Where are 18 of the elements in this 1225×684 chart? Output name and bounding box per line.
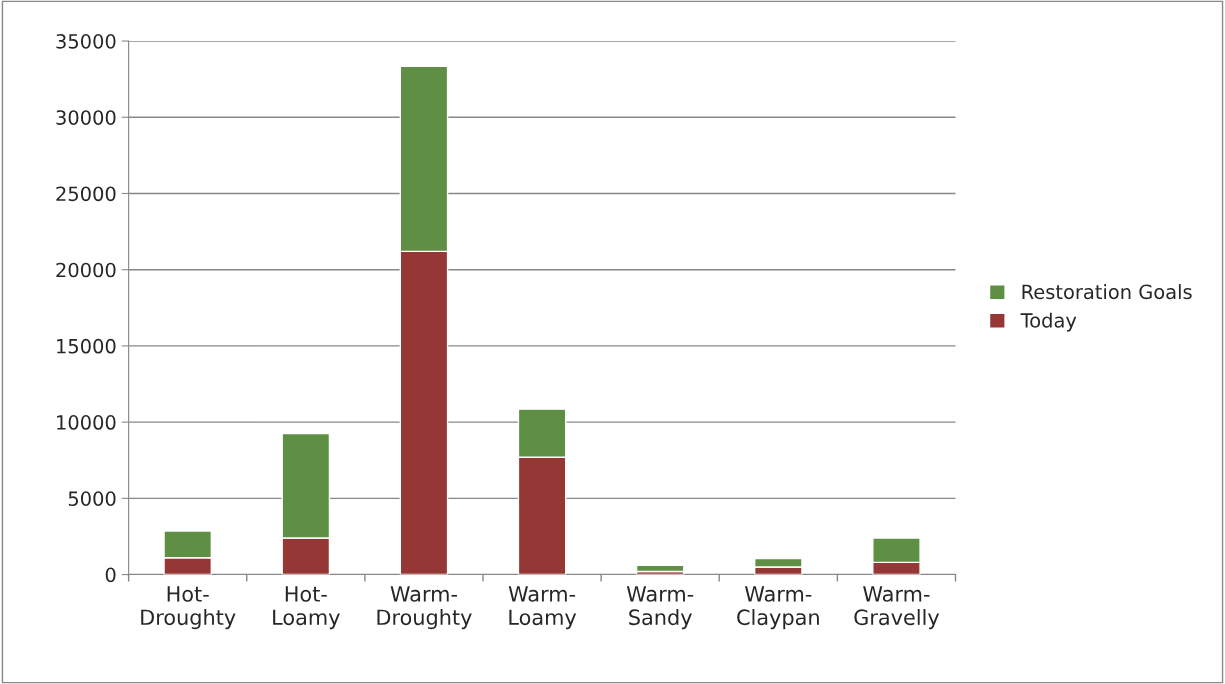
y-tick-label: 10000 — [57, 415, 116, 430]
x-tick-label: Hot- Droughty — [141, 586, 236, 630]
y-tick-label: 30000 — [56, 110, 116, 125]
bar — [635, 564, 685, 573]
x-tick-label: Warm- Gravelly — [854, 586, 940, 630]
y-tick-label: 20000 — [56, 262, 116, 278]
legend-label: Restoration Goals — [1022, 284, 1192, 300]
x-tick-label: Hot- Loamy — [273, 586, 340, 630]
legend-label: Today — [1020, 312, 1077, 332]
y-tick-label: 5000 — [68, 491, 116, 507]
y-tick-label: 0 — [105, 567, 116, 583]
x-tick-label: Warm- Sandy — [626, 586, 694, 630]
x-tick-label: Warm- Loamy — [508, 586, 577, 630]
y-tick-label: 25000 — [56, 186, 116, 202]
y-tick-label: 15000 — [57, 338, 116, 354]
x-tick-label: Warm- Claypan — [737, 586, 819, 630]
y-tick-label: 35000 — [56, 34, 116, 49]
x-tick-label: Warm- Droughty — [377, 586, 472, 630]
